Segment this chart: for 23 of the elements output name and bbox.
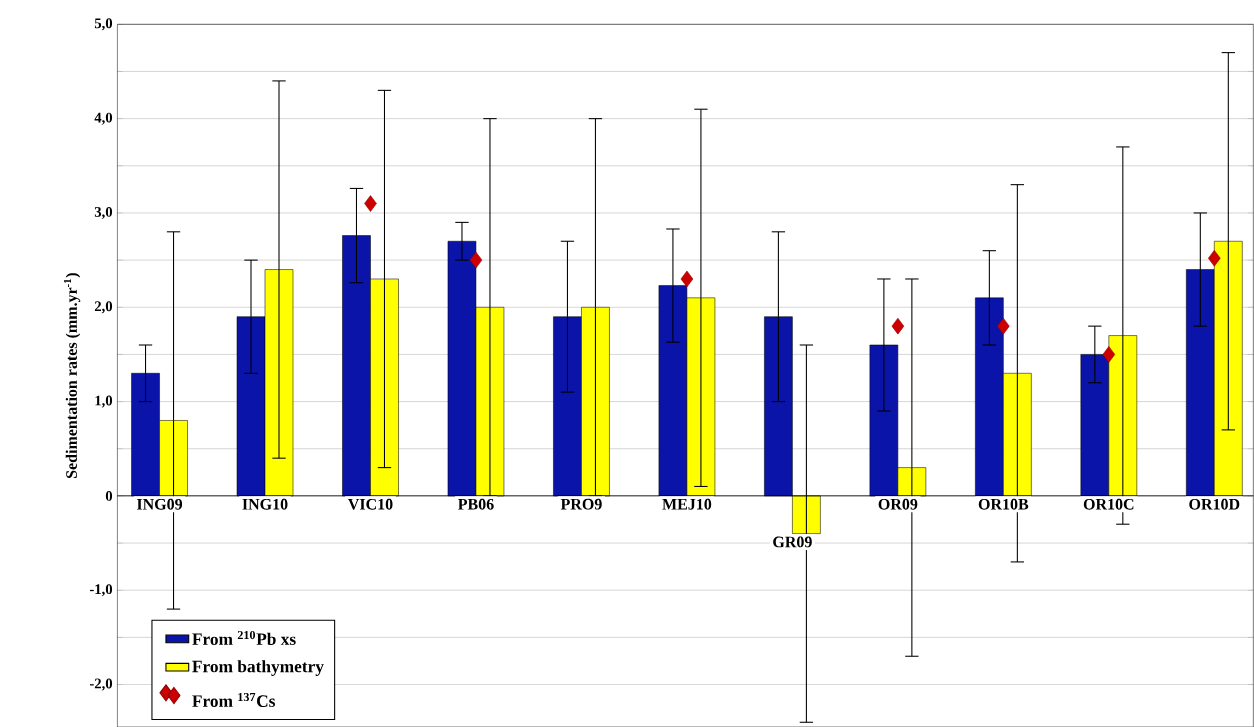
legend-label: From bathymetry — [192, 660, 324, 676]
x-tick-label: MEJ10 — [662, 498, 712, 510]
y-tick-label: -2,0 — [89, 678, 113, 691]
y-tick-label: 4,0 — [94, 112, 113, 125]
y-tick-label: -1,0 — [89, 584, 113, 597]
x-tick-label: PB06 — [458, 498, 494, 510]
y-axis-title: Sedimentation rates (mm.yr$^{-1}$) — [63, 273, 81, 478]
x-tick-label: OR10C — [1083, 498, 1134, 510]
y-tick-label: 1,0 — [95, 395, 113, 408]
legend-label: From $^{137}$Cs — [192, 692, 276, 707]
x-tick-label: PRO9 — [560, 498, 602, 510]
x-tick-label: ING10 — [242, 498, 288, 510]
y-tick-label: 3,0 — [94, 206, 113, 219]
x-tick-label: VIC10 — [348, 498, 393, 510]
x-tick-label: GR09 — [773, 536, 812, 548]
x-tick-label: OR10D — [1189, 498, 1240, 510]
x-tick-label: OR10B — [978, 498, 1029, 510]
y-tick-label: 5,0 — [94, 18, 113, 31]
y-tick-label: 0 — [105, 490, 113, 501]
x-tick-label: OR09 — [878, 498, 918, 510]
y-tick-label: 2,0 — [94, 301, 113, 314]
x-tick-label: ING09 — [136, 498, 183, 510]
legend-label: From $^{210}$Pb xs — [192, 630, 296, 645]
